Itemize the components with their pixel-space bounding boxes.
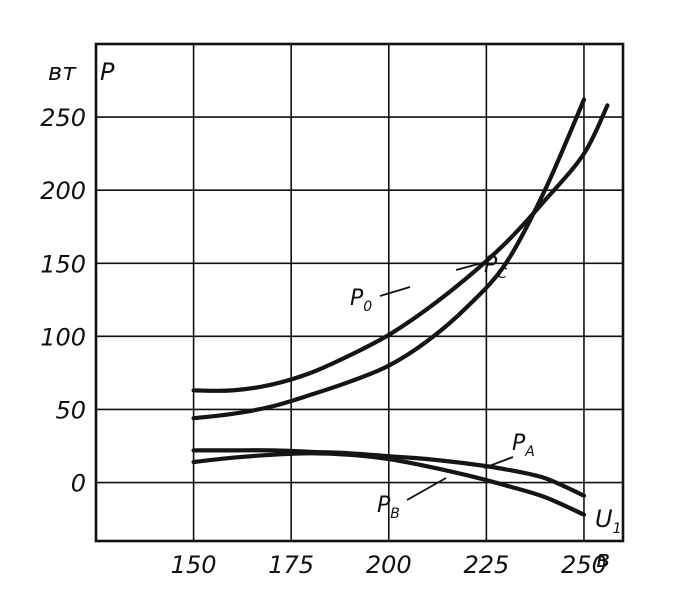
x-tick-label: 250	[561, 551, 607, 579]
series-line-p0	[191, 103, 610, 393]
series-line-pc	[191, 97, 587, 421]
y-tick-label: 0	[71, 470, 86, 498]
svg-text:PC: PC	[484, 253, 507, 282]
x-tick-label: 225	[463, 551, 509, 579]
series-line-pa	[191, 448, 587, 498]
series-label-pa: PA	[483, 431, 535, 469]
y-tick-label: 150	[40, 250, 86, 278]
y-tick-label: 200	[40, 177, 86, 205]
y-tick-label: 50	[55, 396, 86, 424]
series-label-pb: PB	[377, 477, 447, 522]
y-tick-label: 100	[40, 323, 86, 351]
y-axis-label: P	[100, 58, 115, 86]
x-unit-label: в	[596, 545, 610, 573]
series-line-pb	[191, 451, 587, 517]
svg-text:P0: P0	[350, 286, 372, 315]
series-layer	[191, 97, 610, 517]
series-label-pc: PC	[455, 253, 507, 282]
plot-frame	[94, 42, 625, 543]
x-axis-label: U1	[595, 505, 622, 537]
x-tick-label: 200	[366, 551, 412, 579]
y-tick-labels: 250 200 150 100 50 0	[40, 104, 86, 497]
grid	[96, 44, 623, 541]
svg-text:PA: PA	[512, 431, 535, 460]
svg-text:PB: PB	[377, 493, 400, 522]
series-label-p0: P0	[350, 286, 411, 315]
x-tick-label: 150	[171, 551, 217, 579]
x-tick-labels: 150 175 200 225 250	[171, 551, 607, 579]
y-tick-label: 250	[40, 104, 86, 132]
x-tick-label: 175	[268, 551, 314, 579]
y-unit-label: вт	[48, 58, 77, 86]
